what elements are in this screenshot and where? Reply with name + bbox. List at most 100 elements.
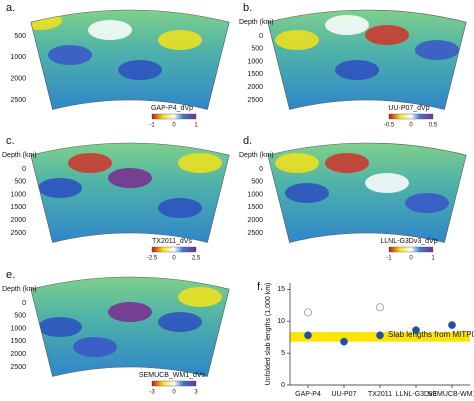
colorbar-tick-label: 3: [194, 390, 198, 396]
model-label: UU-P07_dVp: [388, 105, 429, 112]
colorbar: [151, 113, 197, 120]
colorbar-tick-label: 0: [409, 123, 413, 129]
depth-tick-label: 500: [14, 179, 26, 186]
tomography: [267, 10, 467, 110]
colorbar: [151, 246, 197, 253]
depth-tick-label: 0: [259, 166, 263, 173]
depth-tick-label: 2500: [10, 364, 26, 371]
fan-outline: [30, 276, 230, 377]
fan-bg: [267, 143, 467, 243]
panel-label: a.: [6, 2, 15, 14]
anomaly: [38, 178, 82, 198]
colorbar-tick-label: 0.5: [429, 123, 438, 129]
depth-tick-label: 1500: [10, 338, 26, 345]
colorbar-tick-label: -2.5: [147, 256, 158, 262]
depth-tick-label: 2500: [10, 97, 26, 104]
depth-tick-label: 0: [22, 300, 26, 307]
colorbar: [388, 113, 434, 120]
data-point: [412, 326, 420, 335]
anomaly: [73, 337, 117, 357]
band-label: Slab lengths from MITP08: [388, 330, 474, 339]
x-tick-label: UU-P07: [332, 391, 357, 398]
panel: c. Depth (km) 0 500 1000 1500 2000 2500 TX2011_d…: [2, 135, 230, 262]
data-point: [375, 303, 384, 312]
colorbar: [151, 380, 197, 387]
fan-outline: [267, 9, 467, 110]
depth-tick-label: 1000: [247, 58, 263, 65]
tomography: [30, 143, 230, 243]
depth-label: Depth (km): [239, 152, 274, 159]
panel: b. Depth (km) 0 500 1000 1500 2000 2500 UU-P07_d…: [239, 2, 467, 129]
depth-tick-label: 0: [259, 33, 263, 40]
anomaly: [158, 312, 202, 332]
panel-label: d.: [243, 135, 252, 147]
depth-tick-label: 2500: [247, 97, 263, 104]
y-axis-label: Unfolded slab lengths (1,000 km): [265, 283, 272, 386]
tomography: [267, 143, 467, 243]
y-tick-label: 0: [281, 382, 285, 389]
model-label: TX2011_dVs: [152, 238, 192, 245]
colorbar: [388, 246, 434, 253]
depth-tick-label: 1000: [10, 325, 26, 332]
depth-tick-label: 2000: [247, 84, 263, 91]
tomography: [30, 277, 230, 377]
anomaly: [38, 317, 82, 337]
y-tick-label: 5: [281, 350, 285, 357]
panel-label: c.: [6, 135, 15, 147]
x-tick-label: TX2011: [368, 391, 392, 398]
depth-tick-label: 1500: [10, 204, 26, 211]
depth-tick-label: 2500: [10, 230, 26, 237]
depth-label: Depth (km): [2, 286, 37, 293]
colorbar-tick-label: -3: [149, 390, 155, 396]
y-tick-label: 10: [277, 318, 285, 325]
data-point: [304, 308, 313, 317]
panel-label: b.: [243, 2, 252, 14]
model-label: GAP-P4_dVp: [151, 105, 193, 112]
colorbar-tick-label: 0: [409, 256, 413, 262]
colorbar-tick-label: -0.5: [384, 123, 395, 129]
depth-tick-label: 2000: [10, 76, 26, 83]
fan-outline: [30, 142, 230, 243]
depth-label: Depth (km): [239, 19, 274, 26]
depth-label: Depth (km): [2, 152, 37, 159]
tomography: [30, 9, 230, 110]
depth-tick-label: 500: [251, 46, 263, 53]
anomaly: [178, 153, 222, 173]
anomaly: [178, 287, 222, 307]
anomaly: [158, 198, 202, 218]
colorbar-tick-label: 1: [431, 256, 435, 262]
x-tick-label: LLNL-G3Dv3: [396, 391, 437, 398]
model-label: SEMUCB_WM1_dVs: [139, 372, 206, 379]
anomaly: [325, 153, 369, 173]
y-tick-label: 15: [277, 286, 285, 293]
anomaly: [365, 173, 409, 193]
depth-tick-label: 1500: [247, 71, 263, 78]
depth-tick-label: 500: [14, 33, 26, 40]
depth-tick-label: 500: [251, 179, 263, 186]
anomaly: [415, 40, 459, 60]
colorbar-tick-label: -1: [386, 256, 392, 262]
data-point: [304, 331, 312, 340]
x-tick-label: SEMUCB-WM1: [428, 391, 474, 398]
depth-tick-label: 500: [14, 313, 26, 320]
panel: e. Depth (km) 0 500 1000 1500 2000 2500 SEMUCB_W…: [2, 269, 230, 396]
anomaly: [285, 183, 329, 203]
colorbar-tick-label: -1: [149, 123, 155, 129]
panel-label: f.: [257, 281, 263, 293]
anomaly: [275, 153, 319, 173]
data-point: [448, 321, 456, 329]
depth-tick-label: 2500: [247, 230, 263, 237]
anomaly: [158, 30, 202, 50]
colorbar-tick-label: 2.5: [192, 256, 201, 262]
anomaly: [335, 60, 379, 80]
fan-bg: [267, 10, 467, 110]
depth-tick-label: 2000: [10, 351, 26, 358]
anomaly: [405, 193, 449, 213]
anomaly: [108, 168, 152, 188]
anomaly: [365, 25, 409, 45]
panel-label: e.: [6, 269, 15, 281]
depth-tick-label: 0: [22, 166, 26, 173]
x-tick-label: GAP-P4: [295, 391, 321, 398]
panel: d. Depth (km) 0 500 1000 1500 2000 2500 LLNL-G3D…: [239, 135, 467, 262]
